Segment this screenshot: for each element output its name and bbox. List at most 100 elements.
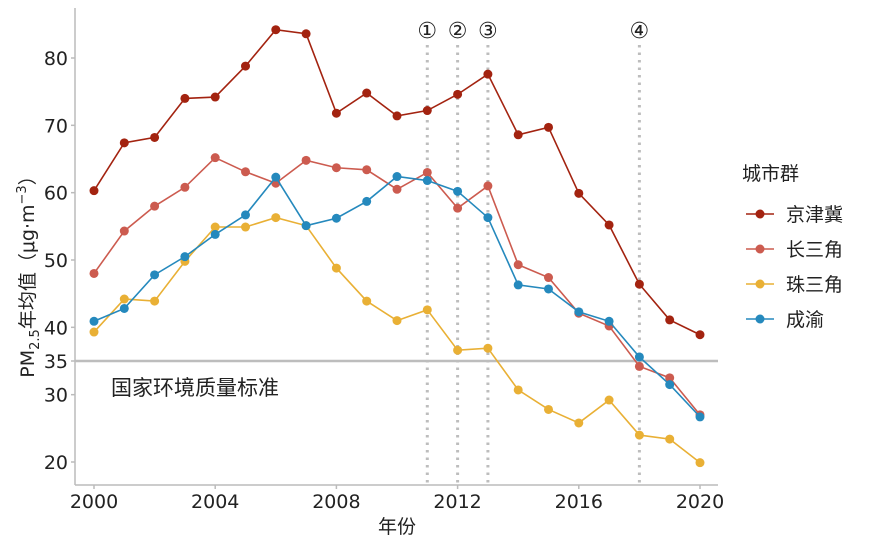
data-point	[453, 203, 463, 213]
data-point	[362, 165, 372, 175]
data-point	[422, 106, 432, 116]
legend-marker	[755, 244, 765, 254]
data-point	[362, 196, 372, 206]
data-point	[453, 186, 463, 196]
data-point	[544, 284, 553, 294]
data-point	[331, 263, 341, 273]
data-point	[665, 373, 675, 383]
data-point	[392, 172, 402, 182]
data-point	[210, 229, 220, 239]
data-point	[362, 88, 372, 98]
data-point	[574, 188, 584, 198]
x-tick-label: 2008	[312, 491, 360, 513]
data-point	[271, 25, 281, 35]
data-point	[483, 213, 493, 223]
y-tick-label: 30	[44, 385, 68, 407]
x-tick-label: 2000	[70, 491, 118, 513]
legend-marker	[755, 279, 765, 289]
y-tick-label: 20	[44, 452, 68, 474]
data-point	[513, 130, 523, 140]
policy-vline-label: ④	[630, 19, 650, 44]
data-point	[241, 222, 250, 232]
data-point	[695, 412, 705, 422]
x-tick-label: 2016	[555, 491, 603, 513]
data-point	[89, 268, 99, 278]
y-tick-label: 60	[44, 183, 68, 205]
data-point	[301, 221, 311, 231]
data-point	[513, 385, 523, 395]
data-point	[392, 111, 402, 121]
data-point	[241, 210, 250, 220]
data-point	[210, 153, 220, 163]
data-point	[695, 458, 705, 468]
data-point	[544, 122, 553, 132]
data-point	[150, 132, 160, 142]
data-point	[241, 167, 250, 177]
data-point	[150, 296, 160, 306]
data-point	[180, 252, 190, 262]
y-tick-label: 40	[44, 317, 68, 339]
data-point	[513, 280, 523, 290]
data-point	[483, 181, 493, 191]
data-point	[119, 226, 129, 236]
data-point	[119, 303, 129, 313]
data-point	[634, 279, 644, 289]
policy-vline-label: ③	[478, 19, 498, 44]
data-point	[453, 89, 463, 99]
data-point	[665, 434, 675, 444]
data-point	[271, 172, 281, 182]
data-point	[392, 184, 402, 194]
series-line	[93, 28, 701, 336]
data-point	[422, 176, 432, 186]
data-point	[331, 213, 341, 223]
policy-vline-label: ②	[448, 19, 468, 44]
legend-marker	[755, 314, 765, 324]
legend-label: 成渝	[786, 309, 824, 331]
y-tick-label: 50	[44, 250, 68, 272]
x-tick-label: 2012	[433, 491, 481, 513]
legend-marker	[755, 209, 765, 219]
data-point	[604, 395, 614, 405]
legend-label: 珠三角	[786, 274, 843, 296]
data-point	[331, 163, 341, 173]
data-point	[665, 315, 675, 325]
data-point	[119, 294, 129, 304]
x-axis-label: 年份	[378, 516, 416, 538]
policy-vline-label: ①	[417, 19, 437, 44]
data-point	[301, 29, 311, 39]
data-point	[392, 316, 402, 326]
data-point	[634, 361, 644, 371]
data-point	[241, 61, 250, 71]
data-point	[513, 260, 523, 270]
data-point	[574, 418, 584, 428]
data-point	[362, 296, 372, 306]
data-point	[331, 108, 341, 118]
data-point	[119, 138, 129, 148]
legend-label: 京津冀	[786, 204, 843, 226]
data-point	[210, 222, 220, 232]
x-tick-label: 2020	[676, 491, 724, 513]
y-axis-label: PM2.5年均值（μg·m−3）	[15, 166, 43, 377]
y-tick-label: 35	[44, 351, 68, 373]
data-point	[634, 352, 644, 362]
data-point	[301, 155, 311, 165]
data-point	[604, 220, 614, 230]
data-point	[180, 93, 190, 103]
data-point	[483, 69, 493, 79]
data-point	[574, 307, 584, 317]
data-point	[695, 330, 705, 340]
data-point	[544, 273, 553, 283]
x-tick-label: 2004	[191, 491, 239, 513]
y-tick-label: 70	[44, 115, 68, 137]
legend-label: 长三角	[786, 239, 843, 261]
data-point	[665, 380, 675, 390]
legend-title: 城市群	[742, 163, 799, 185]
data-point	[271, 213, 281, 223]
data-point	[180, 182, 190, 192]
data-point	[634, 430, 644, 440]
y-tick-label: 80	[44, 48, 68, 70]
data-point	[422, 167, 432, 177]
svg-text:PM2.5年均值（μg·m−3）: PM2.5年均值（μg·m−3）	[15, 166, 43, 377]
